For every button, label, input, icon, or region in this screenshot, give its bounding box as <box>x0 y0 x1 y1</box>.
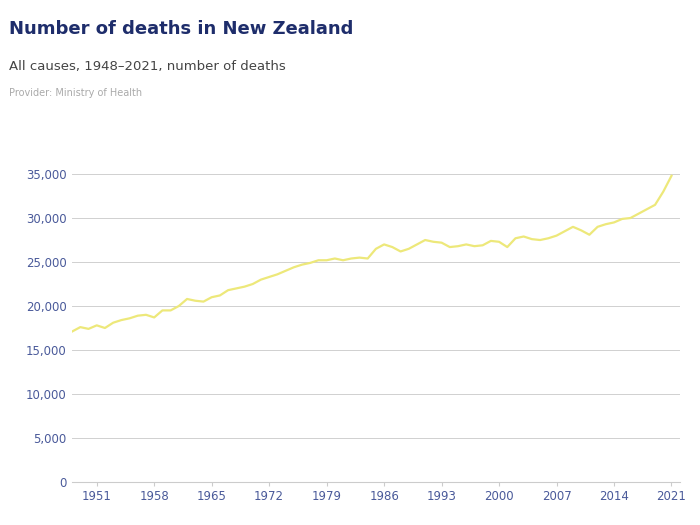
Text: Number of deaths in New Zealand: Number of deaths in New Zealand <box>9 20 354 38</box>
Text: figure.nz: figure.nz <box>584 17 668 34</box>
Text: All causes, 1948–2021, number of deaths: All causes, 1948–2021, number of deaths <box>9 60 286 74</box>
Text: Provider: Ministry of Health: Provider: Ministry of Health <box>9 88 142 98</box>
